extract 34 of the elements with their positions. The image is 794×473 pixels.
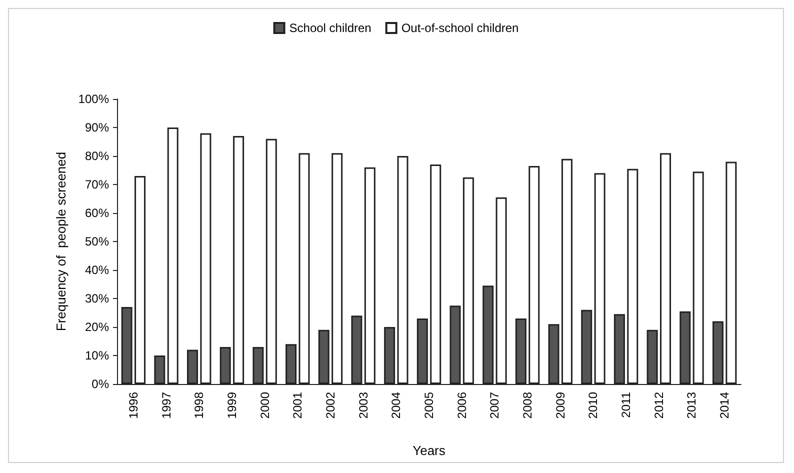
- x-tick-label: 2007: [488, 392, 502, 419]
- x-tick-label: 2002: [323, 392, 338, 419]
- x-tick-label: 2009: [553, 392, 568, 419]
- x-tick-label: 2014: [718, 392, 732, 419]
- y-tick-label: 100%: [78, 92, 110, 106]
- x-tick-label: 2008: [520, 392, 535, 419]
- x-tick-label: 1998: [192, 392, 206, 419]
- legend-label: Out-of-school children: [401, 21, 519, 35]
- x-tick-label: 2003: [356, 392, 370, 419]
- x-tick-label: 2000: [258, 392, 272, 419]
- x-tick-label: 2011: [619, 392, 634, 418]
- y-tick-label: 70%: [84, 178, 110, 192]
- y-tick-label: 0%: [92, 377, 110, 391]
- y-tick-label: 80%: [84, 149, 110, 163]
- x-tick-label: 2005: [422, 392, 436, 419]
- x-tick-label: 2006: [454, 392, 469, 419]
- x-tick-label: 2013: [684, 392, 699, 419]
- x-tick-label: 2010: [586, 392, 600, 419]
- x-tick-label: 1997: [159, 392, 174, 419]
- y-tick-label: 20%: [84, 320, 110, 334]
- legend-label: School children: [289, 21, 372, 35]
- y-tick-label: 30%: [84, 292, 110, 306]
- x-tick-label: 2001: [290, 392, 305, 419]
- y-tick-label: 40%: [84, 263, 110, 277]
- y-tick-label: 50%: [84, 234, 110, 248]
- x-tick-label: 2012: [652, 392, 666, 419]
- x-tick-label: 2004: [389, 392, 404, 419]
- y-tick-label: 10%: [84, 348, 110, 362]
- y-axis-title: Frequency of people screened: [53, 152, 68, 332]
- y-tick-label: 60%: [84, 206, 110, 220]
- x-tick-label: 1999: [224, 392, 239, 419]
- x-tick-label: 1996: [126, 392, 140, 419]
- x-axis-title: Years: [412, 443, 446, 458]
- y-tick-label: 90%: [84, 120, 110, 134]
